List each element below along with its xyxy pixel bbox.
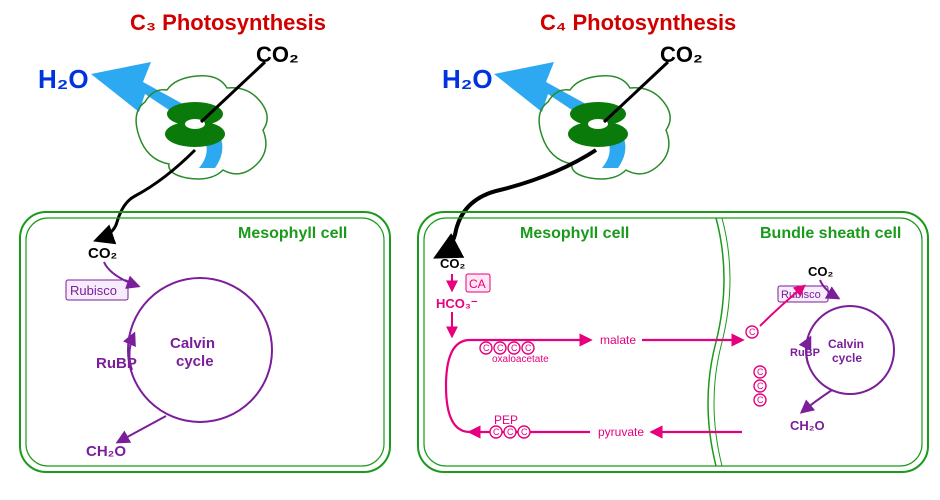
c4-bundle-label: Bundle sheath cell [760, 225, 901, 242]
c4-meso-label: Mesophyll cell [520, 225, 629, 242]
carbon-c: C [521, 427, 528, 437]
c4-rubp-label: RuBP [790, 347, 820, 359]
c4-panel: C₄ Photosynthesis H₂O CO₂ Mesophyll cell Bun… [418, 10, 928, 472]
c4-calvin-l1: Calvin [828, 337, 864, 351]
c4-ca-label: CA [469, 277, 486, 291]
carbon-c: C [497, 343, 504, 353]
c4-h2o-label: H₂O [442, 64, 493, 94]
c4-co2-in: CO₂ [440, 256, 466, 271]
c4-pep-label: PEP [494, 413, 518, 427]
carbon-c: C [757, 367, 764, 377]
c3-calvin-label2: cycle [176, 353, 214, 370]
co2-in-line [201, 62, 265, 122]
c4-rubisco-label: Rubisco [781, 289, 821, 301]
c3-h2o-label: H₂O [38, 64, 89, 94]
carbon-c: C [757, 395, 764, 405]
c4-calvin-l2: cycle [832, 351, 862, 365]
c3-calvin-label1: Calvin [170, 335, 215, 352]
c3-panel: C₃ PhotosynthesisH₂OCO₂Mesophyll cellCO₂… [20, 10, 390, 472]
carbon-c: C [525, 343, 532, 353]
c4-oxa-label: oxaloacetate [492, 354, 549, 365]
carbon-c: C [749, 327, 756, 337]
c4-title: C₄ Photosynthesis [540, 10, 736, 35]
c4-co2-calvin: CO₂ [808, 264, 834, 279]
c3-ch2o-label: CH₂O [86, 443, 126, 460]
c4-loop-leftcap [446, 340, 470, 432]
carbon-c: C [507, 427, 514, 437]
diagram-root: C₃ Photosynthesis H₂O CO₂ Mesophyll cell CO₂… [0, 0, 940, 500]
c3-co2-in: CO₂ [88, 245, 117, 262]
c3-cell-label: Mesophyll cell [238, 225, 347, 242]
c3-rubisco-label: Rubisco [70, 283, 117, 298]
c3-title: C₃ Photosynthesis [130, 10, 326, 35]
c4-ch2o-arrow [802, 390, 832, 412]
carbon-c: C [493, 427, 500, 437]
c4-malate-label: malate [600, 333, 636, 347]
c4-hco3-label: HCO₃⁻ [436, 296, 478, 311]
c4-ch2o-label: CH₂O [790, 418, 825, 433]
co2-in-line [604, 62, 668, 122]
c4-pyruvate-label: pyruvate [598, 425, 644, 439]
c3-co2-to-cell-arrow [97, 150, 195, 240]
c3-ch2o-arrow [118, 416, 166, 442]
carbon-c: C [483, 343, 490, 353]
carbon-c: C [511, 343, 518, 353]
carbon-c: C [757, 381, 764, 391]
